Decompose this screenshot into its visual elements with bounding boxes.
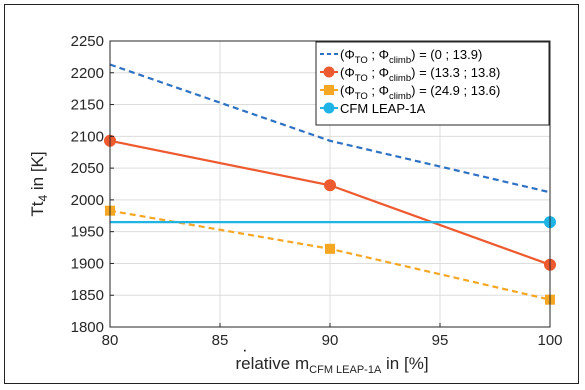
x-tick-label: 80	[102, 332, 119, 349]
legend-label: (ΦTO ; Φclimb) = (13.3 ; 13.8)	[340, 65, 500, 84]
legend-marker	[323, 66, 335, 78]
x-tick-label: 85	[212, 332, 229, 349]
legend-label-text: CFM LEAP-1A	[340, 101, 426, 116]
legend-label-subscript: TO	[355, 55, 368, 66]
legend-label-text: ) = (24.9 ; 13.6)	[411, 83, 500, 98]
y-tick-label: 2050	[71, 160, 104, 177]
y-tick-label: 1950	[71, 224, 104, 241]
y-tick-label: 2000	[71, 192, 104, 209]
y-tick-label: 2200	[71, 65, 104, 82]
x-axis-title-symbol: m	[295, 354, 309, 373]
legend-label-text: (Φ	[340, 47, 355, 62]
legend-label-text: ) = (13.3 ; 13.8)	[411, 65, 500, 80]
legend-label-subscript: TO	[355, 73, 368, 84]
legend-label: CFM LEAP-1A	[340, 101, 426, 116]
y-tick-label: 2250	[71, 33, 104, 50]
legend-label-subscript: climb	[389, 73, 411, 84]
y-tick-label: 1850	[71, 287, 104, 304]
legend-entry: (ΦTO ; Φclimb) = (0 ; 13.9)	[320, 47, 482, 66]
data-point	[324, 179, 336, 192]
x-axis-title-post: in [%]	[381, 354, 428, 373]
x-tick-label: 100	[537, 332, 562, 349]
axis-titles: relative mCFM LEAP-1A in [%] · Tt4 in [K…	[28, 151, 429, 376]
y-axis-title-post: in [K]	[28, 151, 47, 194]
data-point	[325, 243, 335, 254]
legend-entry: (ΦTO ; Φclimb) = (24.9 ; 13.6)	[320, 83, 500, 102]
x-axis-title-dot: ·	[242, 340, 248, 359]
legend-marker	[324, 85, 334, 95]
x-tick-label: 90	[322, 332, 339, 349]
legend-label-text: ; Φ	[368, 65, 389, 80]
legend-marker	[323, 102, 335, 114]
series-layer	[104, 63, 556, 305]
legend-entry: CFM LEAP-1A	[320, 101, 426, 116]
y-tick-label: 1800	[71, 319, 104, 336]
y-tick-label: 2100	[71, 128, 104, 145]
legend-label: (ΦTO ; Φclimb) = (0 ; 13.9)	[340, 47, 482, 66]
legend-box	[315, 41, 550, 126]
legend-label-text: ; Φ	[368, 47, 389, 62]
legend-label: (ΦTO ; Φclimb) = (24.9 ; 13.6)	[340, 83, 500, 102]
y-tick-label: 1900	[71, 255, 104, 272]
legend-label-subscript: climb	[389, 55, 411, 66]
axis-ticks: 80 85 90 95 100 1800 1850 1900 1950 2000 2050 2100 2…	[71, 33, 563, 349]
y-axis-title-subscript: 4	[36, 195, 50, 202]
x-axis-title-subscript: CFM LEAP-1A	[309, 364, 382, 376]
legend-label-text: (Φ	[340, 83, 355, 98]
series-line	[109, 63, 551, 194]
x-axis-title: relative mCFM LEAP-1A in [%]	[235, 354, 428, 376]
x-tick-label: 95	[432, 332, 449, 349]
legend-label-text: ; Φ	[368, 83, 389, 98]
legend-label-subscript: climb	[389, 91, 411, 102]
legend-label-text: (Φ	[340, 65, 355, 80]
line-chart: 80 85 90 95 100 1800 1850 1900 1950 2000 2050 2100 2…	[28, 33, 563, 376]
y-axis-title-pre: Tt	[28, 201, 47, 216]
y-axis-title: Tt4 in [K]	[28, 151, 50, 216]
y-tick-label: 2150	[71, 97, 104, 114]
chart-frame: 80 85 90 95 100 1800 1850 1900 1950 2000 2050 2100 2…	[4, 4, 579, 384]
legend: (ΦTO ; Φclimb) = (0 ; 13.9)(ΦTO ; Φclimb…	[315, 41, 550, 126]
legend-label-text: ) = (0 ; 13.9)	[411, 47, 482, 62]
legend-entry: (ΦTO ; Φclimb) = (13.3 ; 13.8)	[320, 65, 500, 84]
series-1	[109, 63, 551, 194]
legend-label-subscript: TO	[355, 91, 368, 102]
x-axis-title-pre: relative	[235, 354, 295, 373]
